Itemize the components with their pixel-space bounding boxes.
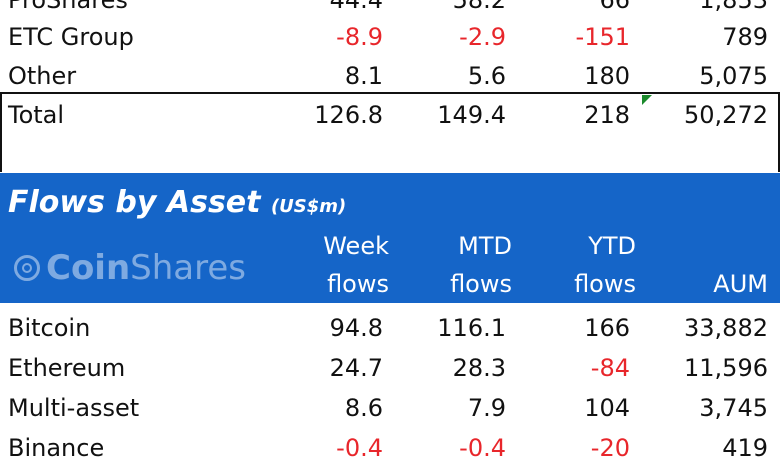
table-frame-right xyxy=(778,92,780,172)
header-week-line2: flows xyxy=(327,270,389,298)
mtd-flows-value: 7.9 xyxy=(467,394,506,422)
row-label: Ethereum xyxy=(8,354,126,382)
total-aum: 50,272 xyxy=(684,101,768,129)
header-aum-line2: AUM xyxy=(713,270,768,298)
mtd-flows-value: 116.1 xyxy=(437,314,506,342)
total-ytd-flows: 218 xyxy=(584,101,630,129)
mtd-flows-value: 58.2 xyxy=(452,0,506,14)
week-flows-value: 8.1 xyxy=(344,62,383,90)
mtd-flows-value: -0.4 xyxy=(459,434,506,462)
aum-value: 789 xyxy=(722,23,768,51)
row-label: Bitcoin xyxy=(8,314,91,342)
provider-row-proshares: ProShares 44.4 58.2 66 1,853 xyxy=(0,0,780,20)
section-title: Flows by Asset (US$m) xyxy=(8,183,346,227)
row-label: Multi-asset xyxy=(8,394,140,422)
coinshares-watermark: Coin Shares xyxy=(14,246,246,290)
asset-row-binance: Binance -0.4 -0.4 -20 419 xyxy=(0,428,780,468)
aum-value: 419 xyxy=(722,434,768,462)
row-label: ProShares xyxy=(8,0,128,14)
aum-value: 11,596 xyxy=(684,354,768,382)
week-flows-value: 94.8 xyxy=(329,314,383,342)
header-mtd-line2: flows xyxy=(450,270,512,298)
mtd-flows-value: 5.6 xyxy=(467,62,506,90)
week-flows-value: -8.9 xyxy=(336,23,383,51)
asset-row-bitcoin: Bitcoin 94.8 116.1 166 33,882 xyxy=(0,308,780,348)
ytd-flows-value: 66 xyxy=(599,0,630,14)
aum-value: 3,745 xyxy=(699,394,768,422)
week-flows-value: 44.4 xyxy=(329,0,383,14)
provider-total-row: Total 126.8 149.4 218 50,272 xyxy=(0,95,780,135)
provider-row-other: Other 8.1 5.6 180 5,075 xyxy=(0,56,780,96)
header-mtd-line1: MTD xyxy=(458,232,512,260)
comment-marker-icon xyxy=(642,95,652,105)
asset-row-multi-asset: Multi-asset 8.6 7.9 104 3,745 xyxy=(0,388,780,428)
aum-value: 33,882 xyxy=(684,314,768,342)
section-unit: (US$m) xyxy=(270,196,347,217)
aum-value: 1,853 xyxy=(699,0,768,14)
ytd-flows-value: 104 xyxy=(584,394,630,422)
week-flows-value: 24.7 xyxy=(329,354,383,382)
ytd-flows-value: 166 xyxy=(584,314,630,342)
ytd-flows-value: -84 xyxy=(590,354,630,382)
section-title-text: Flows by Asset xyxy=(8,185,261,220)
mtd-flows-value: -2.9 xyxy=(459,23,506,51)
ytd-flows-value: -151 xyxy=(575,23,630,51)
total-week-flows: 126.8 xyxy=(314,101,383,129)
ytd-flows-value: -20 xyxy=(590,434,630,462)
table-frame-left xyxy=(0,92,2,172)
total-label: Total xyxy=(8,101,65,129)
watermark-brand-bold: Coin xyxy=(46,248,131,288)
coinshares-logo-icon xyxy=(14,255,40,281)
total-divider xyxy=(0,92,780,94)
watermark-brand-light: Shares xyxy=(130,248,247,288)
mtd-flows-value: 28.3 xyxy=(452,354,506,382)
header-ytd-line2: flows xyxy=(574,270,636,298)
row-label: Other xyxy=(8,62,77,90)
ytd-flows-value: 180 xyxy=(584,62,630,90)
asset-section-header: Flows by Asset (US$m) Coin Shares Week fl… xyxy=(0,173,780,303)
row-label: ETC Group xyxy=(8,23,134,51)
asset-row-ethereum: Ethereum 24.7 28.3 -84 11,596 xyxy=(0,348,780,388)
total-mtd-flows: 149.4 xyxy=(437,101,506,129)
header-week-line1: Week xyxy=(323,232,389,260)
aum-value: 5,075 xyxy=(699,62,768,90)
week-flows-value: -0.4 xyxy=(336,434,383,462)
provider-row-etc-group: ETC Group -8.9 -2.9 -151 789 xyxy=(0,17,780,57)
row-label: Binance xyxy=(8,434,105,462)
header-ytd-line1: YTD xyxy=(588,232,636,260)
week-flows-value: 8.6 xyxy=(344,394,383,422)
